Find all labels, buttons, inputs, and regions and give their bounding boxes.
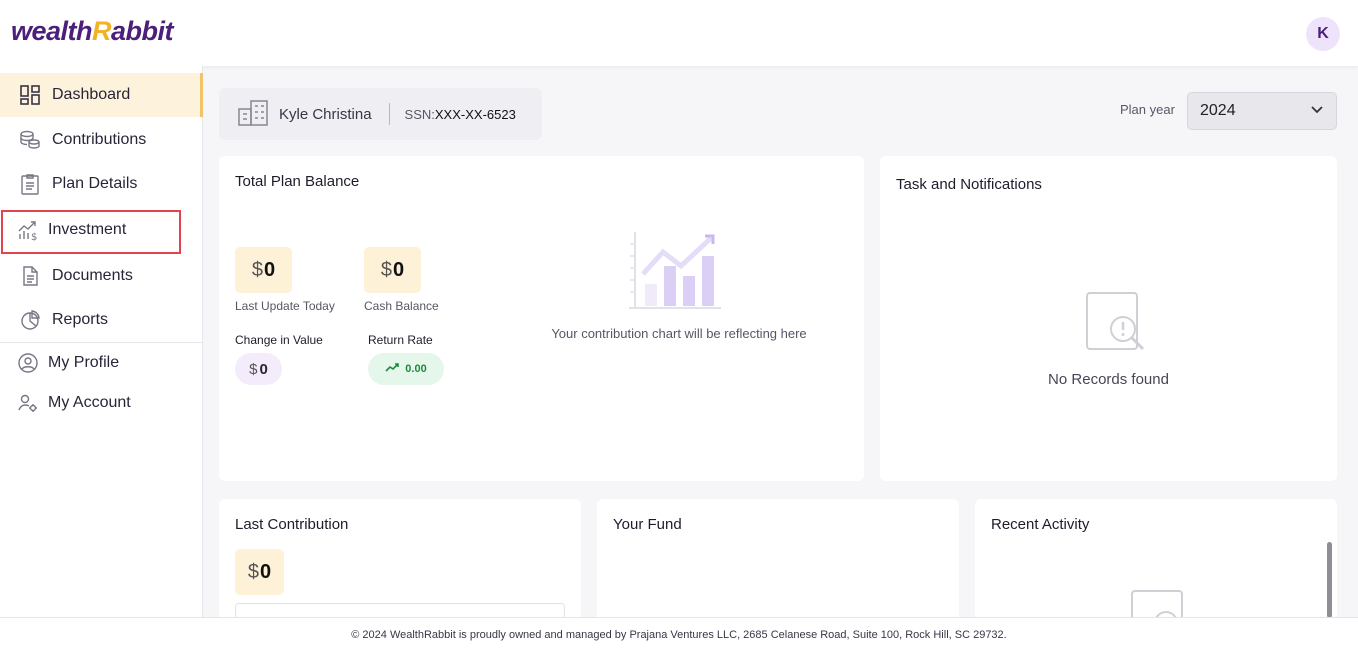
last-contribution-card: Last Contribution $0 xyxy=(219,499,581,643)
user-info-pill: Kyle Christina SSN: XXX-XX-6523 xyxy=(219,88,542,140)
card-title: Total Plan Balance xyxy=(235,173,360,190)
no-records-text: No Records found xyxy=(1048,371,1169,388)
sidebar-item-label: My Profile xyxy=(48,354,120,371)
your-fund-card: Your Fund xyxy=(597,499,959,639)
chevron-down-icon xyxy=(1310,102,1324,120)
sidebar-item-label: Documents xyxy=(52,267,133,284)
card-title: Recent Activity xyxy=(991,516,1090,533)
total-plan-balance-card: Total Plan Balance $0 Last Update Today … xyxy=(219,156,864,481)
sidebar-item-my-account[interactable]: My Account xyxy=(0,381,203,425)
sidebar-item-investment[interactable]: $ Investment xyxy=(0,208,203,252)
last-contribution-amount: $0 xyxy=(235,549,284,595)
card-title: Your Fund xyxy=(613,516,682,533)
last-update-amount: $0 xyxy=(235,247,292,293)
pill-divider xyxy=(388,103,390,125)
sidebar-item-documents[interactable]: Documents xyxy=(0,254,203,298)
pie-chart-icon xyxy=(18,308,42,332)
investment-chart-icon: $ xyxy=(16,218,40,242)
avatar[interactable]: K xyxy=(1306,17,1340,51)
sidebar-item-plan-details[interactable]: Plan Details xyxy=(0,162,203,206)
chart-placeholder-text: Your contribution chart will be reflecti… xyxy=(551,326,807,341)
trending-up-icon xyxy=(385,362,400,376)
chart-placeholder-icon xyxy=(629,230,721,317)
user-circle-icon xyxy=(16,351,40,375)
user-gear-icon xyxy=(16,391,40,415)
dashboard-icon xyxy=(18,83,42,107)
building-icon xyxy=(237,97,269,132)
sidebar-item-label: Contributions xyxy=(52,131,147,148)
task-notifications-card: Task and Notifications No Records found xyxy=(880,156,1337,481)
change-in-value-label: Change in Value xyxy=(235,333,323,347)
ssn-value: XXX-XX-6523 xyxy=(434,106,516,122)
return-rate-badge: 0.00 xyxy=(368,353,444,385)
return-rate-label: Return Rate xyxy=(368,333,433,347)
document-icon xyxy=(18,264,42,288)
investment-highlight-box xyxy=(1,210,181,254)
sidebar-item-label: Reports xyxy=(52,311,109,328)
sidebar-item-my-profile[interactable]: My Profile xyxy=(0,341,203,385)
change-in-value-badge: $0 xyxy=(235,353,282,385)
clipboard-icon xyxy=(18,172,42,196)
sidebar-item-label: Dashboard xyxy=(52,86,131,103)
sidebar-divider xyxy=(0,342,203,343)
cash-balance-label: Cash Balance xyxy=(364,299,439,313)
brand-logo[interactable]: wealthRabbit xyxy=(11,16,174,46)
sidebar-item-contributions[interactable]: Contributions xyxy=(0,118,203,162)
last-update-label: Last Update Today xyxy=(235,299,335,313)
card-title: Task and Notifications xyxy=(896,176,1042,193)
sidebar: Dashboard Contributions Plan Details $ I… xyxy=(0,66,203,617)
plan-year-select[interactable]: 2024 xyxy=(1187,92,1337,130)
footer: © 2024 WealthRabbit is proudly owned and… xyxy=(0,617,1358,652)
card-title: Last Contribution xyxy=(235,516,349,533)
scrollbar-thumb[interactable] xyxy=(1327,542,1332,618)
no-records-icon xyxy=(1085,291,1147,358)
sidebar-item-label: My Account xyxy=(48,394,131,411)
ssn-label: SSN: xyxy=(404,106,435,122)
user-name: Kyle Christina xyxy=(279,105,372,123)
coins-icon xyxy=(18,128,42,152)
sidebar-item-label: Plan Details xyxy=(52,175,138,192)
sidebar-item-label: Investment xyxy=(48,221,127,238)
sidebar-item-reports[interactable]: Reports xyxy=(0,298,203,342)
top-bar: wealthRabbit K xyxy=(0,0,1358,66)
footer-text: © 2024 WealthRabbit is proudly owned and… xyxy=(351,629,1007,641)
main-content: Kyle Christina SSN: XXX-XX-6523 Plan yea… xyxy=(203,66,1358,648)
plan-year-label: Plan year xyxy=(1120,102,1175,117)
svg-text:$: $ xyxy=(31,232,37,241)
cash-balance-amount: $0 xyxy=(364,247,421,293)
plan-year-value: 2024 xyxy=(1200,102,1236,119)
sidebar-item-dashboard[interactable]: Dashboard xyxy=(0,73,203,117)
